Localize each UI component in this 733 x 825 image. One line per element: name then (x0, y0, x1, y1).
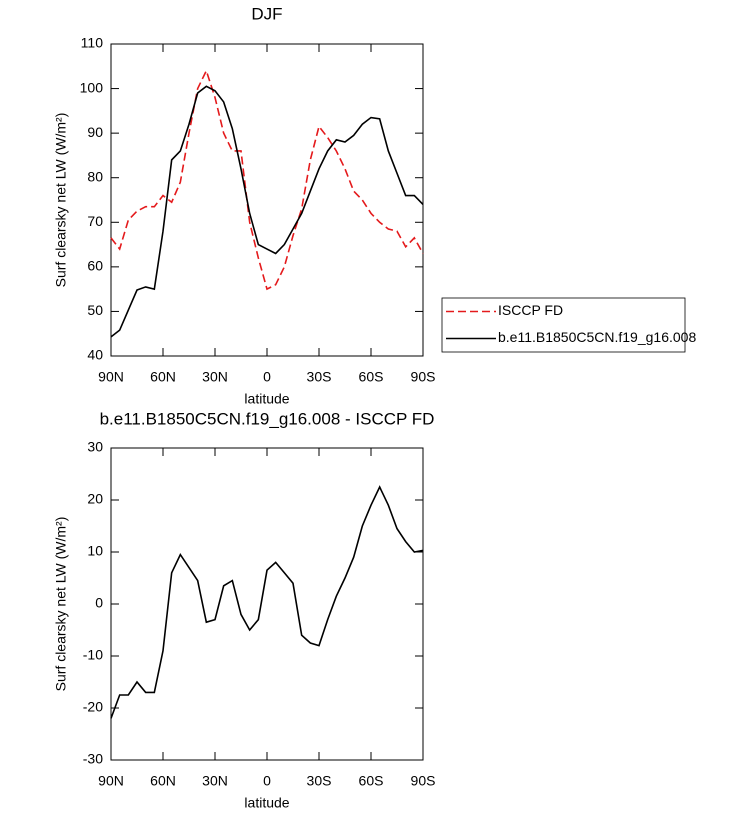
data-line (110, 68, 424, 291)
y-tick-label: -30 (83, 751, 103, 767)
y-axis-label: Surf clearsky net LW (W/m²) (53, 113, 69, 288)
legend-label: b.e11.B1850C5CN.f19_g16.008 (498, 329, 696, 345)
data-line (110, 485, 424, 719)
x-tick-label: 30N (202, 773, 228, 789)
y-tick-label: -20 (83, 699, 103, 715)
x-tick-label: 0 (263, 773, 271, 789)
y-tick-label: 60 (87, 258, 103, 274)
x-tick-label: 90S (411, 773, 436, 789)
y-tick-label: 40 (87, 347, 103, 363)
x-tick-label: 90S (411, 369, 436, 385)
y-tick-label: 110 (81, 35, 104, 51)
y-axis-label: Surf clearsky net LW (W/m²) (53, 517, 69, 692)
x-tick-label: 90N (98, 773, 124, 789)
y-tick-label: 20 (87, 491, 103, 507)
x-tick-label: 60S (359, 369, 384, 385)
x-tick-label: 30S (307, 369, 332, 385)
y-tick-label: 80 (87, 168, 103, 184)
x-tick-label: 0 (263, 369, 271, 385)
x-tick-label: 90N (98, 369, 124, 385)
y-tick-label: 30 (87, 439, 103, 455)
x-tick-label: 30S (307, 773, 332, 789)
y-tick-label: -10 (83, 647, 103, 663)
legend-label: ISCCP FD (498, 302, 563, 318)
legend-box (441, 297, 686, 353)
x-tick-label: 60N (150, 369, 176, 385)
y-tick-label: 100 (80, 79, 104, 95)
y-tick-label: 0 (95, 595, 103, 611)
y-tick-label: 50 (87, 302, 103, 318)
x-tick-label: 30N (202, 369, 228, 385)
y-tick-label: 10 (87, 543, 103, 559)
x-axis-label: latitude (244, 391, 289, 407)
plot-frame (110, 43, 424, 357)
y-tick-label: 70 (87, 213, 103, 229)
chart-title: b.e11.B1850C5CN.f19_g16.008 - ISCCP FD (100, 409, 435, 428)
y-tick-label: 90 (87, 124, 103, 140)
x-tick-label: 60S (359, 773, 384, 789)
chart-title: DJF (251, 4, 282, 23)
x-axis-label: latitude (244, 795, 289, 811)
x-tick-label: 60N (150, 773, 176, 789)
plot-frame (110, 447, 424, 761)
data-line (110, 85, 424, 338)
